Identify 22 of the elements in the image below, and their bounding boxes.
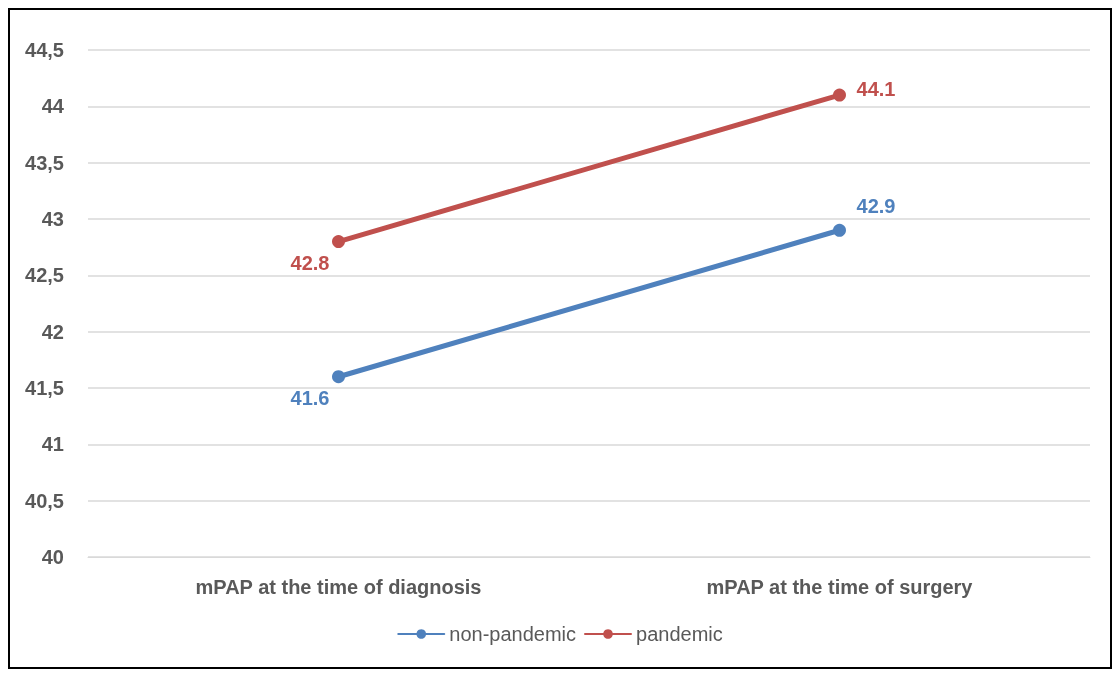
y-tick-label: 41,5 <box>25 377 64 399</box>
x-tick-label: mPAP at the time of diagnosis <box>195 576 482 598</box>
y-tick-label: 40 <box>41 546 64 568</box>
y-tick-label: 40,5 <box>25 489 64 512</box>
point <box>332 235 345 249</box>
y-tick-label: 43,5 <box>25 151 64 174</box>
point <box>833 88 846 102</box>
legend-label: pandemic <box>636 623 723 645</box>
data-label: 42.8 <box>290 252 330 275</box>
data-label: 42.9 <box>856 194 896 217</box>
y-tick-label: 43 <box>41 208 64 230</box>
y-tick-label: 44,5 <box>25 39 64 61</box>
data-label: 41.6 <box>290 387 330 410</box>
y-tick-label: 42 <box>41 320 64 343</box>
legend-label: non-pandemic <box>449 623 577 645</box>
point <box>332 370 345 384</box>
point <box>833 223 846 237</box>
y-tick-label: 42,5 <box>25 264 64 287</box>
y-tick-label: 44 <box>41 95 65 118</box>
y-tick-label: 41 <box>41 433 64 456</box>
data-label: 44.1 <box>856 77 896 100</box>
x-tick-label: mPAP at the time of surgery <box>706 576 974 598</box>
